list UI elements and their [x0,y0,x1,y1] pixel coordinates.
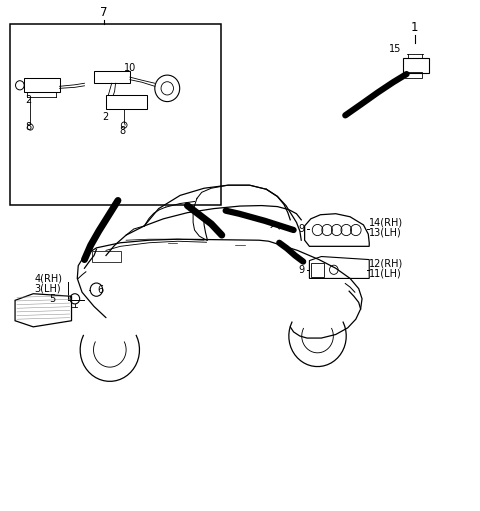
Bar [94,71,130,83]
Text: 3(LH): 3(LH) [34,284,61,294]
Text: 8: 8 [120,126,125,135]
Text: 12(RH): 12(RH) [369,258,404,268]
Text: 8: 8 [25,122,32,131]
Text: 2: 2 [25,95,32,105]
Text: 9: 9 [299,265,305,275]
Text: 11(LH): 11(LH) [369,268,402,278]
Bar [311,263,324,277]
Text: 5: 5 [49,294,56,304]
Text: 1: 1 [411,21,419,34]
Text: 15: 15 [389,44,402,54]
Bar [10,24,221,204]
Text: 2: 2 [103,112,109,122]
Bar [405,72,422,78]
Bar [92,251,121,262]
Text: 13(LH): 13(LH) [369,227,402,238]
Text: 10: 10 [124,63,136,73]
Bar [403,58,429,73]
Text: 7: 7 [100,6,108,18]
Text: 14(RH): 14(RH) [369,217,403,227]
Bar [24,78,60,92]
Text: 4(RH): 4(RH) [34,273,62,284]
Bar [106,96,147,109]
Text: 6: 6 [97,285,104,295]
Text: 9: 9 [299,224,305,234]
